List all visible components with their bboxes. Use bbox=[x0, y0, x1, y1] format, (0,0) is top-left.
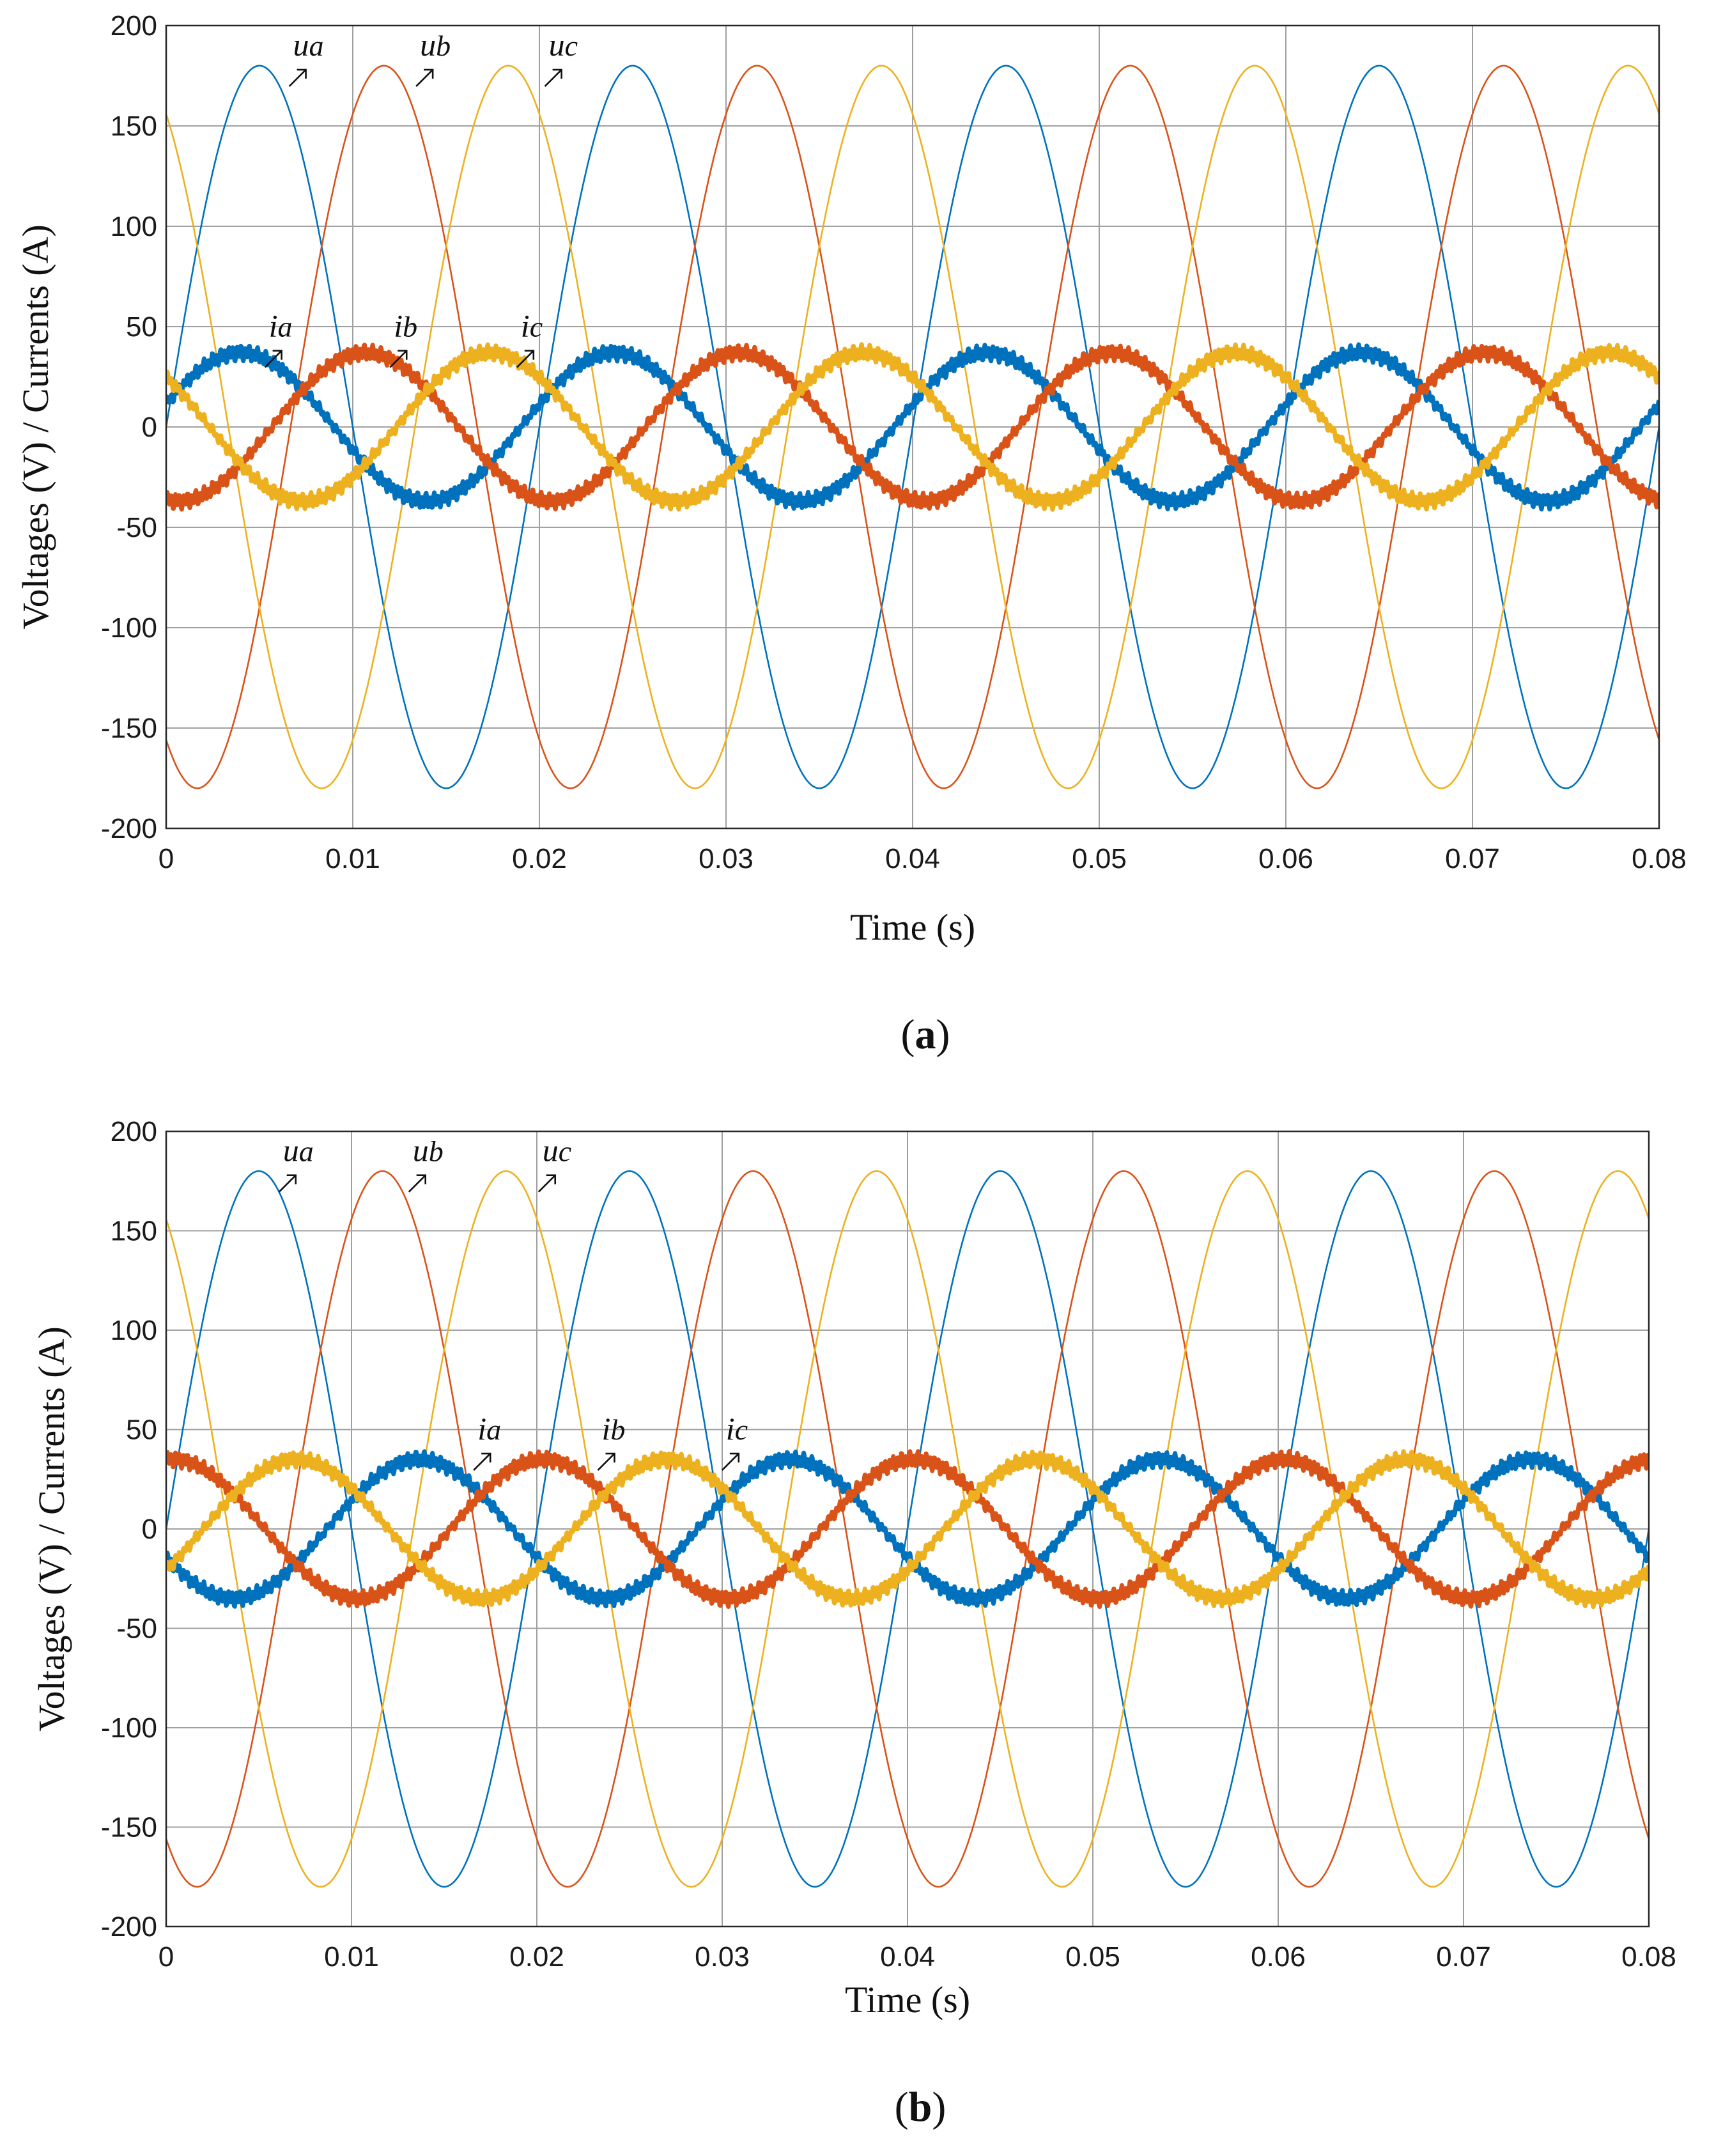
annotation-label: ua bbox=[293, 27, 324, 63]
x-tick-label: 0.03 bbox=[695, 1941, 750, 1973]
x-tick-label: 0 bbox=[158, 843, 174, 874]
axes-frame bbox=[165, 1130, 1650, 1928]
annotation-arrow bbox=[278, 1174, 297, 1193]
annotation-arrow bbox=[288, 68, 307, 88]
annotation-label: ib bbox=[602, 1411, 626, 1446]
annotation-arrow bbox=[473, 1452, 491, 1471]
annotation-ic: ic bbox=[721, 1411, 748, 1471]
x-axis-label: Time (s) bbox=[845, 1979, 970, 2020]
annotation-arrow bbox=[597, 1452, 615, 1471]
annotation-arrow bbox=[516, 350, 535, 368]
axes-frame bbox=[165, 24, 1660, 830]
y-tick-label: 50 bbox=[126, 1415, 157, 1446]
annotation-arrow bbox=[408, 1174, 426, 1193]
y-tick-label: 200 bbox=[111, 10, 157, 42]
annotation-ia: ia bbox=[473, 1411, 501, 1471]
x-tick-label: 0.02 bbox=[509, 1941, 564, 1973]
annotation-label: ia bbox=[269, 308, 293, 344]
annotation-uc: uc bbox=[537, 1133, 571, 1193]
annotation-ua: ua bbox=[288, 27, 324, 88]
y-axis-label: Voltages (V) / Currents (A) bbox=[31, 1326, 72, 1732]
x-tick-label: 0.05 bbox=[1065, 1941, 1120, 1973]
annotation-arrow bbox=[544, 68, 562, 88]
x-tick-label: 0.07 bbox=[1445, 843, 1500, 874]
x-tick-label: 0.04 bbox=[885, 843, 940, 874]
annotation-label: uc bbox=[543, 1133, 571, 1168]
y-tick-label: -50 bbox=[116, 1613, 157, 1645]
y-tick-label: 0 bbox=[142, 412, 157, 443]
y-tick-label: 200 bbox=[111, 1116, 157, 1147]
series-line-uc bbox=[166, 65, 1659, 789]
x-tick-label: 0.02 bbox=[512, 843, 567, 874]
annotation-arrow bbox=[721, 1452, 740, 1471]
x-tick-label: 0 bbox=[158, 1941, 174, 1973]
annotation-arrow bbox=[389, 350, 408, 368]
x-tick-label: 0.01 bbox=[324, 1941, 379, 1973]
series-line-ic bbox=[166, 342, 1659, 512]
panel-caption: (b) bbox=[895, 2084, 946, 2130]
x-axis-label: Time (s) bbox=[850, 906, 975, 948]
series-group bbox=[166, 65, 1659, 789]
x-tick-label: 0.04 bbox=[880, 1941, 935, 1973]
series-line-ib bbox=[166, 1449, 1649, 1609]
y-tick-label: -50 bbox=[116, 512, 157, 543]
y-tick-label: -200 bbox=[101, 813, 157, 844]
annotation-ib: ib bbox=[597, 1411, 626, 1471]
series-line-ua bbox=[166, 1170, 1649, 1888]
annotation-label: ic bbox=[726, 1411, 748, 1446]
y-tick-label: 0 bbox=[142, 1514, 157, 1545]
y-tick-label: 150 bbox=[111, 1216, 157, 1247]
annotation-ua: ua bbox=[278, 1133, 314, 1193]
x-tick-label: 0.06 bbox=[1258, 843, 1313, 874]
x-tick-label: 0.08 bbox=[1632, 843, 1687, 874]
x-tick-label: 0.07 bbox=[1436, 1941, 1491, 1973]
y-tick-label: -150 bbox=[101, 713, 157, 744]
y-tick-label: -100 bbox=[101, 1712, 157, 1744]
annotation-label: uc bbox=[549, 27, 578, 63]
series-line-ua bbox=[166, 65, 1659, 789]
annotation-label: ia bbox=[477, 1411, 501, 1446]
annotation-ib: ib bbox=[389, 308, 417, 368]
y-tick-label: 150 bbox=[111, 111, 157, 142]
x-tick-label: 0.01 bbox=[325, 843, 380, 874]
y-tick-label: 100 bbox=[111, 1315, 157, 1346]
annotation-ic: ic bbox=[516, 308, 543, 368]
x-tick-label: 0.06 bbox=[1251, 1941, 1306, 1973]
chart-panel-b: 0 0.01 0.02 0.03 0.04 0.05 0.06 0.07 0.08 -200 -15… bbox=[31, 1116, 1676, 2130]
x-tick-label: 0.05 bbox=[1072, 843, 1127, 874]
series-line-ic bbox=[166, 1449, 1649, 1609]
x-tick-label: 0.03 bbox=[699, 843, 753, 874]
chart-panel-a: 0 0.01 0.02 0.03 0.04 0.05 0.06 0.07 0.08 -200 -15… bbox=[15, 10, 1687, 1058]
y-tick-label: -150 bbox=[101, 1812, 157, 1843]
annotation-ia: ia bbox=[264, 308, 293, 368]
y-tick-label: -200 bbox=[101, 1911, 157, 1943]
annotation-arrow bbox=[415, 68, 434, 88]
annotation-ub: ub bbox=[408, 1133, 444, 1193]
y-tick-label: 50 bbox=[126, 311, 157, 343]
series-line-ub bbox=[166, 1170, 1649, 1888]
series-line-ia bbox=[166, 342, 1659, 512]
y-tick-label: 100 bbox=[111, 211, 157, 242]
y-tick-label: -100 bbox=[101, 612, 157, 644]
annotation-label: ib bbox=[394, 308, 417, 344]
annotation-arrow bbox=[537, 1174, 556, 1193]
annotation-label: ub bbox=[420, 27, 451, 63]
series-group bbox=[166, 1170, 1649, 1888]
series-line-ub bbox=[166, 65, 1659, 789]
x-tick-label: 0.08 bbox=[1621, 1941, 1676, 1973]
annotation-label: ua bbox=[283, 1133, 314, 1168]
y-axis-label: Voltages (V) / Currents (A) bbox=[15, 224, 56, 630]
series-line-uc bbox=[166, 1170, 1649, 1888]
annotation-label: ub bbox=[413, 1133, 444, 1168]
annotation-label: ic bbox=[521, 308, 543, 344]
annotation-arrow bbox=[264, 350, 282, 368]
annotation-uc: uc bbox=[544, 27, 578, 88]
panel-caption: (a) bbox=[901, 1011, 950, 1058]
annotation-ub: ub bbox=[415, 27, 451, 88]
series-line-ib bbox=[166, 343, 1659, 512]
